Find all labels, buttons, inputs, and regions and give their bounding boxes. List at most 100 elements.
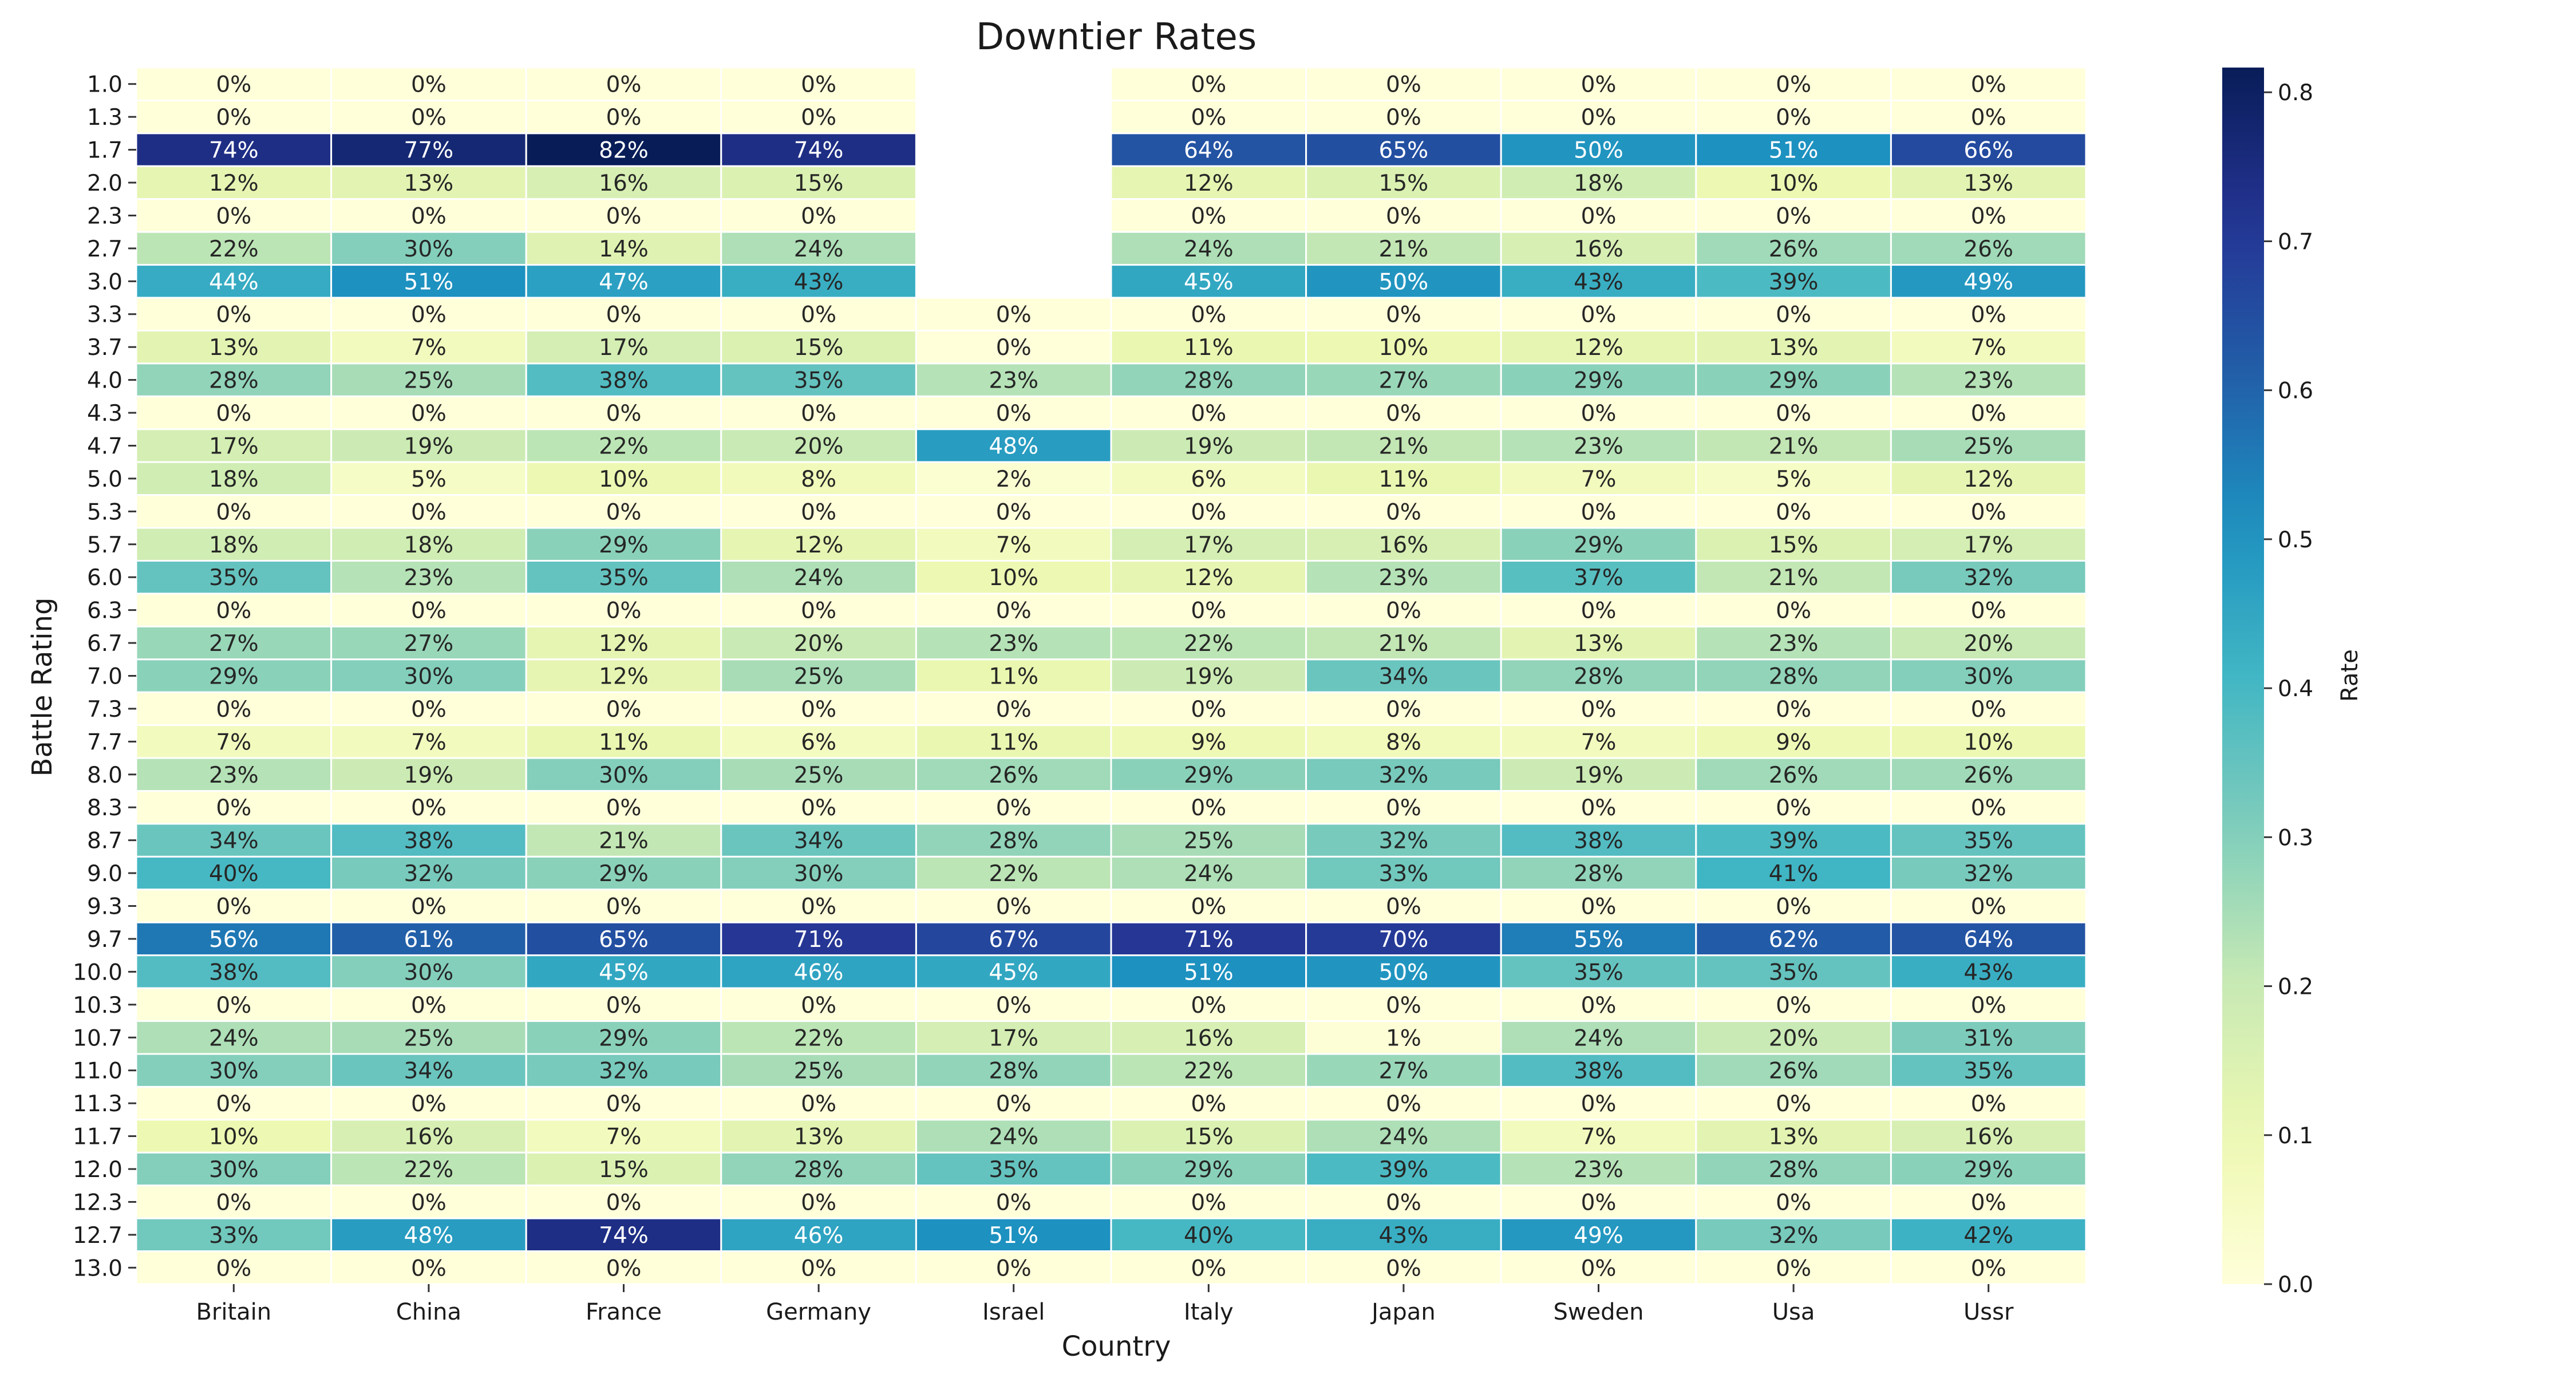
heatmap-cell <box>135 198 333 233</box>
cell-value-label: 24% <box>989 1124 1038 1150</box>
cell-value-label: 0% <box>1386 499 1421 525</box>
y-tick-label: 4.7 <box>87 433 123 459</box>
cell-value-label: 0% <box>1776 1255 1811 1281</box>
cell-value-label: 0% <box>606 993 642 1018</box>
cell-value-label: 0% <box>411 697 447 722</box>
cell-value-label: 7% <box>1581 1124 1617 1150</box>
cell-value-label: 0% <box>216 72 251 98</box>
cell-value-label: 0% <box>216 499 251 525</box>
cell-value-label: 24% <box>1574 1025 1623 1051</box>
cell-value-label: 32% <box>1963 565 2013 591</box>
cell-value-label: 0% <box>1581 401 1617 427</box>
cell-value-label: 30% <box>404 236 454 262</box>
heatmap-cell <box>1695 757 1892 792</box>
heatmap-cell <box>915 428 1112 463</box>
heatmap-cell <box>525 790 722 825</box>
cell-value-label: 0% <box>606 1091 642 1117</box>
heatmap-cell <box>915 625 1112 661</box>
cell-value-label: 22% <box>1184 1059 1234 1084</box>
cell-value-label: 0% <box>1581 72 1617 98</box>
heatmap-cell <box>1695 1085 1892 1121</box>
cell-value-label: 38% <box>1574 828 1623 854</box>
cell-value-label: 39% <box>1769 828 1819 854</box>
cell-value-label: 26% <box>1769 763 1819 788</box>
cell-value-label: 0% <box>216 993 251 1018</box>
heatmap-cell <box>1695 428 1892 463</box>
cell-value-label: 28% <box>1574 861 1623 887</box>
cell-value-label: 17% <box>1963 532 2013 558</box>
cell-value-label: 24% <box>1379 1124 1429 1150</box>
x-axis-ticks: Britain China France Germany Israel Italy Japa… <box>196 1284 2014 1325</box>
heatmap-cell <box>915 921 1112 957</box>
cell-value-label: 0% <box>801 993 836 1018</box>
cell-value-label: 19% <box>1184 433 1234 459</box>
heatmap-cell <box>330 1185 527 1219</box>
heatmap-cell <box>1110 823 1307 858</box>
cell-value-label: 0% <box>1386 1255 1421 1281</box>
cell-value-label: 29% <box>1574 368 1623 394</box>
y-tick-label: 3.3 <box>87 302 123 328</box>
cell-value-label: 0% <box>1971 401 2006 427</box>
cell-value-label: 26% <box>1963 236 2013 262</box>
heatmap-cell <box>1305 921 1502 957</box>
cell-value-label: 31% <box>1963 1025 2013 1051</box>
heatmap-cell <box>1695 658 1892 693</box>
heatmap-cell <box>720 1151 917 1187</box>
cell-value-label: 40% <box>1184 1223 1234 1249</box>
heatmap-cell <box>1500 99 1697 135</box>
cell-value-label: 21% <box>1769 565 1819 591</box>
cell-value-label: 35% <box>1963 1059 2013 1084</box>
cell-value-label: 0% <box>1581 1091 1617 1117</box>
cell-value-label: 16% <box>599 171 649 196</box>
cell-value-label: 0% <box>1191 302 1226 328</box>
cell-value-label: 28% <box>989 1059 1038 1084</box>
cell-value-label: 0% <box>1191 499 1226 525</box>
y-tick-label: 8.3 <box>87 795 123 821</box>
cell-value-label: 28% <box>1574 664 1623 690</box>
cell-value-label: 13% <box>1963 171 2013 196</box>
heatmap-cell <box>330 724 527 759</box>
cell-value-label: 0% <box>216 401 251 427</box>
heatmap-cell <box>1110 691 1307 727</box>
cell-value-label: 0% <box>1581 499 1617 525</box>
cell-value-label: 32% <box>1963 861 2013 887</box>
heatmap-cell <box>135 855 333 891</box>
cell-value-label: 35% <box>989 1157 1038 1183</box>
y-tick-label: 10.3 <box>73 993 123 1018</box>
heatmap-cell <box>1110 264 1307 299</box>
cell-value-label: 0% <box>411 894 447 920</box>
cell-value-label: 0% <box>1581 203 1617 229</box>
y-tick-label: 4.0 <box>87 368 123 394</box>
cell-value-label: 55% <box>1574 927 1623 953</box>
cell-value-label: 27% <box>1379 368 1429 394</box>
heatmap-cell <box>1110 231 1307 266</box>
cell-value-label: 0% <box>1191 697 1226 722</box>
heatmap-cell <box>1890 99 2087 135</box>
cell-value-label: 38% <box>1574 1059 1623 1084</box>
x-tick-label: Japan <box>1370 1299 1436 1325</box>
heatmap-cell <box>1890 461 2087 496</box>
cell-value-label: 0% <box>1386 1190 1421 1215</box>
heatmap-cell <box>1890 231 2087 266</box>
cell-value-label: 29% <box>1963 1157 2013 1183</box>
cell-value-label: 0% <box>1386 105 1421 131</box>
y-tick-label: 2.3 <box>87 203 123 229</box>
cell-value-label: 45% <box>1184 269 1234 295</box>
heatmap-cell <box>525 593 722 627</box>
cell-value-label: 20% <box>794 433 844 459</box>
cell-value-label: 67% <box>989 927 1038 953</box>
cell-value-label: 21% <box>1769 433 1819 459</box>
heatmap-cell <box>1890 954 2087 989</box>
heatmap-cell <box>135 231 333 266</box>
heatmap-cell <box>720 823 917 858</box>
cell-value-label: 40% <box>209 861 259 887</box>
cell-value-label: 25% <box>794 664 844 690</box>
cell-value-label: 10% <box>989 565 1038 591</box>
cell-value-label: 0% <box>1191 598 1226 624</box>
cell-value-label: 0% <box>1776 993 1811 1018</box>
heatmap-cell <box>1890 658 2087 693</box>
cell-value-label: 25% <box>794 763 844 788</box>
cell-value-label: 0% <box>1191 203 1226 229</box>
heatmap-cell <box>1500 1250 1697 1285</box>
heatmap-cell <box>330 823 527 858</box>
